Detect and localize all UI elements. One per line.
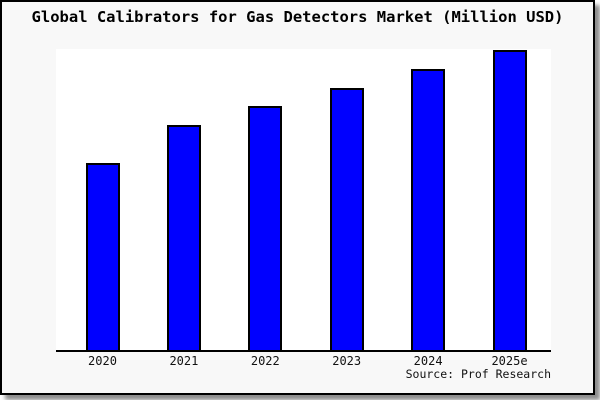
chart-title: Global Calibrators for Gas Detectors Mar… bbox=[31, 8, 564, 26]
bar-2025e bbox=[492, 50, 527, 350]
source-credit: Source: Prof Research bbox=[405, 367, 551, 381]
bar-2022 bbox=[248, 106, 283, 350]
x-tick-label-2021: 2021 bbox=[169, 354, 199, 368]
bar-2023 bbox=[329, 87, 364, 350]
x-tick-label-2023: 2023 bbox=[332, 354, 362, 368]
bar-2024 bbox=[411, 68, 446, 350]
plot-area bbox=[56, 49, 551, 352]
x-tick-label-2024: 2024 bbox=[413, 354, 443, 368]
x-tick-label-2020: 2020 bbox=[88, 354, 117, 368]
bar-2021 bbox=[166, 125, 201, 350]
x-tick-label-2022: 2022 bbox=[250, 354, 280, 368]
chart-window: Global Calibrators for Gas Detectors Mar… bbox=[0, 0, 595, 395]
x-tick-label-2025e: 2025e bbox=[491, 354, 528, 368]
bar-2020 bbox=[85, 162, 120, 350]
